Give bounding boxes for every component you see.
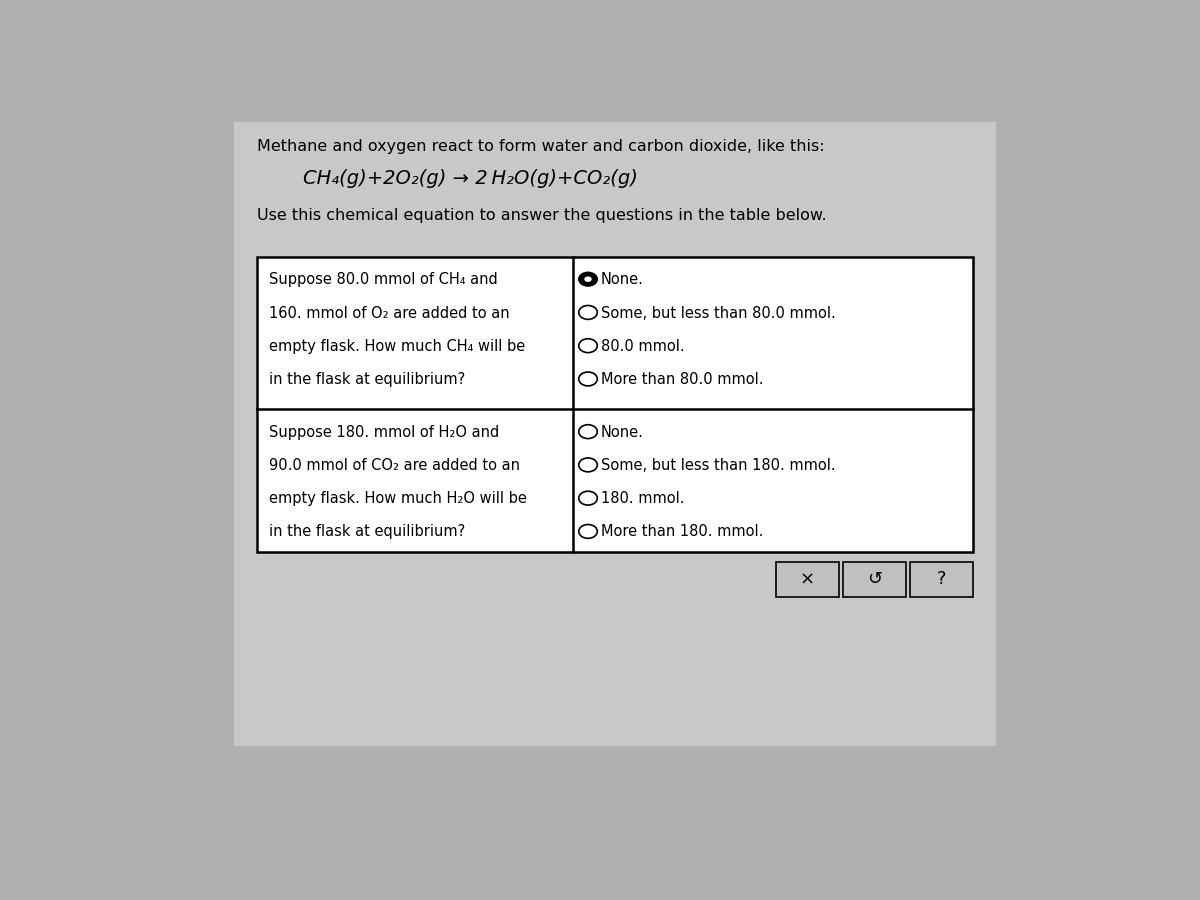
Text: Some, but less than 180. mmol.: Some, but less than 180. mmol. bbox=[601, 458, 835, 473]
Circle shape bbox=[578, 305, 598, 320]
Text: Some, but less than 80.0 mmol.: Some, but less than 80.0 mmol. bbox=[601, 305, 835, 320]
Text: Methane and oxygen react to form water and carbon dioxide, like this:: Methane and oxygen react to form water a… bbox=[257, 140, 824, 154]
Text: ↺: ↺ bbox=[866, 571, 882, 589]
Text: 160. mmol of O₂ are added to an: 160. mmol of O₂ are added to an bbox=[269, 305, 510, 320]
Text: 80.0 mmol.: 80.0 mmol. bbox=[601, 338, 685, 354]
Text: Use this chemical equation to answer the questions in the table below.: Use this chemical equation to answer the… bbox=[257, 209, 827, 223]
Text: in the flask at equilibrium?: in the flask at equilibrium? bbox=[269, 525, 466, 539]
Circle shape bbox=[578, 458, 598, 472]
Text: ?: ? bbox=[937, 571, 946, 589]
FancyBboxPatch shape bbox=[257, 257, 973, 552]
Text: ×: × bbox=[800, 571, 815, 589]
Text: More than 180. mmol.: More than 180. mmol. bbox=[601, 525, 763, 539]
FancyBboxPatch shape bbox=[776, 562, 839, 597]
Text: None.: None. bbox=[601, 272, 644, 287]
Text: Suppose 80.0 mmol of CH₄ and: Suppose 80.0 mmol of CH₄ and bbox=[269, 272, 498, 287]
FancyBboxPatch shape bbox=[234, 122, 996, 745]
Circle shape bbox=[578, 338, 598, 353]
Text: 90.0 mmol of CO₂ are added to an: 90.0 mmol of CO₂ are added to an bbox=[269, 458, 520, 473]
Text: empty flask. How much H₂O will be: empty flask. How much H₂O will be bbox=[269, 491, 527, 506]
Text: in the flask at equilibrium?: in the flask at equilibrium? bbox=[269, 372, 466, 387]
Text: 180. mmol.: 180. mmol. bbox=[601, 491, 684, 506]
Circle shape bbox=[584, 276, 592, 282]
Text: Suppose 180. mmol of H₂O and: Suppose 180. mmol of H₂O and bbox=[269, 425, 499, 440]
Text: More than 80.0 mmol.: More than 80.0 mmol. bbox=[601, 372, 763, 387]
Circle shape bbox=[578, 425, 598, 438]
FancyBboxPatch shape bbox=[910, 562, 973, 597]
Circle shape bbox=[578, 372, 598, 386]
Text: empty flask. How much CH₄ will be: empty flask. How much CH₄ will be bbox=[269, 338, 526, 354]
Text: CH₄(g)+2O₂(g) → 2 H₂O(g)+CO₂(g): CH₄(g)+2O₂(g) → 2 H₂O(g)+CO₂(g) bbox=[304, 169, 638, 188]
Circle shape bbox=[578, 491, 598, 505]
Text: None.: None. bbox=[601, 425, 644, 440]
FancyBboxPatch shape bbox=[842, 562, 906, 597]
Circle shape bbox=[578, 525, 598, 538]
Circle shape bbox=[578, 272, 598, 286]
